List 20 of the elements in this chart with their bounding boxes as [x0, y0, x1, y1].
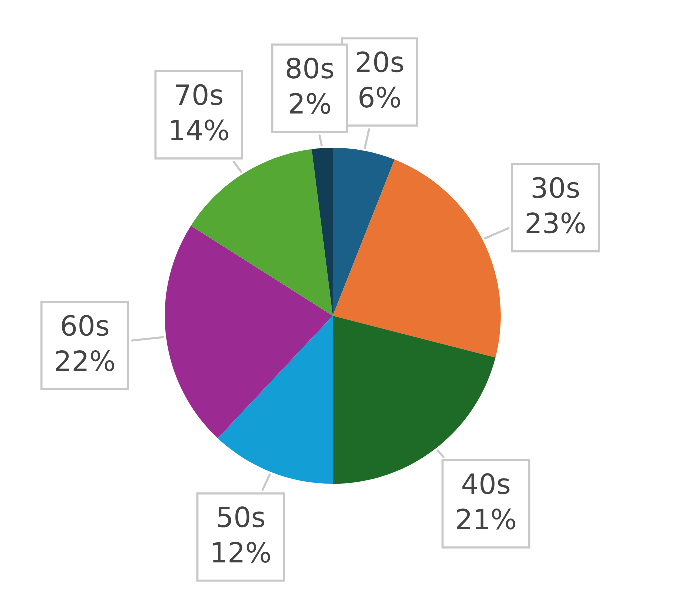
pie-slice [218, 316, 333, 484]
slice-label: 60s [62, 315, 109, 336]
pie-slice [191, 149, 333, 316]
data-label: 2% [290, 93, 330, 114]
slice-label: 30s [532, 177, 580, 198]
data-label: 14% [171, 120, 228, 141]
data-label: 21% [457, 508, 516, 530]
data-label: 6% [360, 86, 400, 108]
pie-slice [333, 160, 501, 358]
data-label: 22% [56, 350, 114, 372]
slice-label: 50s [218, 506, 265, 528]
data-label: 23% [526, 212, 585, 234]
pie-slice [333, 148, 395, 316]
pie-slice [165, 226, 333, 438]
slice-label: 40s [462, 473, 510, 494]
pie-slice [312, 148, 333, 316]
slice-label: 70s [176, 84, 223, 106]
data-label: 12% [213, 542, 270, 564]
slice-label: 80s [286, 58, 334, 79]
slice-label: 20s [356, 52, 404, 73]
